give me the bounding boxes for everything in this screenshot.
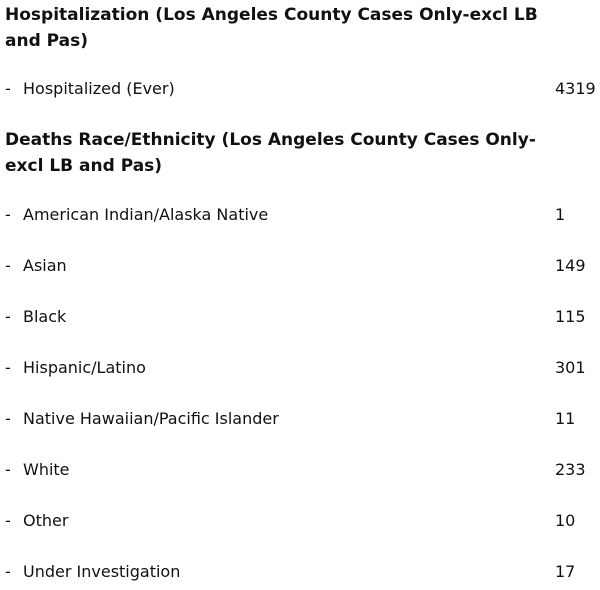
row-value: 149 — [555, 256, 586, 275]
deaths-row-hispanic-latino: - Hispanic/Latino 301 — [5, 356, 600, 380]
row-label: Hospitalized (Ever) — [23, 79, 175, 98]
row-value: 1 — [555, 205, 566, 224]
deaths-section-title: Deaths Race/Ethnicity (Los Angeles Count… — [5, 130, 536, 176]
bullet-dash: - — [5, 256, 11, 275]
row-label: White — [23, 460, 70, 479]
row-value: 17 — [555, 562, 576, 581]
row-value: 115 — [555, 307, 586, 326]
row-value: 4319 — [555, 79, 596, 98]
deaths-row-other: - Other 10 — [5, 509, 600, 533]
row-label: Native Hawaiian/Pacific Islander — [23, 409, 279, 428]
deaths-row-american-indian-alaska-native: - American Indian/Alaska Native 1 — [5, 203, 600, 227]
row-label: Hispanic/Latino — [23, 358, 146, 377]
bullet-dash: - — [5, 205, 11, 224]
row-label: Asian — [23, 256, 67, 275]
hospitalization-section-title: Hospitalization (Los Angeles County Case… — [5, 5, 538, 51]
row-value: 11 — [555, 409, 576, 428]
row-label: Under Investigation — [23, 562, 181, 581]
bullet-dash: - — [5, 358, 11, 377]
row-label: Black — [23, 307, 67, 326]
bullet-dash: - — [5, 460, 11, 479]
deaths-row-under-investigation: - Under Investigation 17 — [5, 560, 600, 584]
bullet-dash: - — [5, 307, 11, 326]
bullet-dash: - — [5, 562, 11, 581]
deaths-row-native-hawaiian-pacific-islander: - Native Hawaiian/Pacific Islander 11 — [5, 407, 600, 431]
row-value: 233 — [555, 460, 586, 479]
hospitalization-row-hospitalized-ever: - Hospitalized (Ever) 4319 — [5, 77, 600, 101]
row-value: 10 — [555, 511, 576, 530]
deaths-row-black: - Black 115 — [5, 305, 600, 329]
row-value: 301 — [555, 358, 586, 377]
row-label: American Indian/Alaska Native — [23, 205, 269, 224]
bullet-dash: - — [5, 79, 11, 98]
deaths-row-asian: - Asian 149 — [5, 254, 600, 278]
deaths-row-white: - White 233 — [5, 458, 600, 482]
bullet-dash: - — [5, 409, 11, 428]
row-label: Other — [23, 511, 69, 530]
bullet-dash: - — [5, 511, 11, 530]
